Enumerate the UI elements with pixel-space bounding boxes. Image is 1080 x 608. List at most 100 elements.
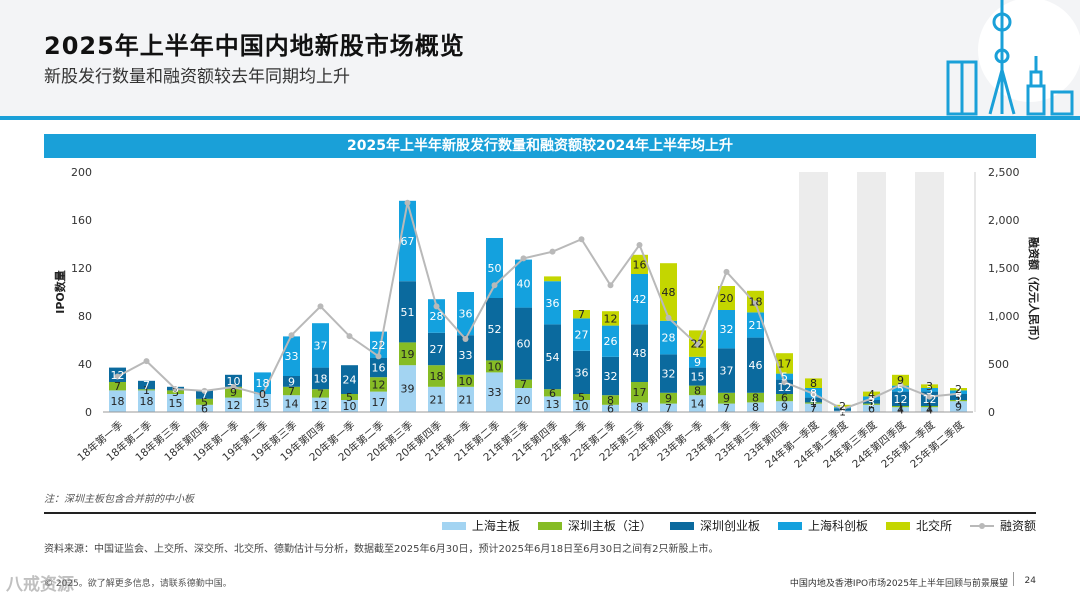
bar-data-label: 3 xyxy=(926,380,933,393)
bar-data-label: 48 xyxy=(633,347,647,360)
bar-segment xyxy=(631,274,648,325)
proceeds-point xyxy=(317,303,324,310)
proceeds-point xyxy=(636,241,643,248)
bar-segment xyxy=(950,401,967,412)
bar-segment xyxy=(950,394,967,400)
footnote: 注：深圳主板包含合并前的中小板 xyxy=(44,494,194,505)
shanghai-skyline-illustration xyxy=(946,0,1080,116)
page-title: 2025年上半年中国内地新股市场概览 xyxy=(44,32,465,60)
bar-segment xyxy=(428,332,445,366)
bar-segment xyxy=(138,389,155,391)
legend-item-proceeds: 融资额 xyxy=(969,517,1036,534)
y-tick-label: 200 xyxy=(71,166,92,179)
bar-data-label: 9 xyxy=(781,401,788,414)
bar-segment xyxy=(573,310,590,319)
bar-segment xyxy=(718,286,735,310)
bar-data-label: 28 xyxy=(662,332,676,345)
bar-data-label: 15 xyxy=(691,371,705,384)
bar-segment xyxy=(631,324,648,382)
bar-segment xyxy=(312,397,329,412)
y-tick-label: 40 xyxy=(78,358,92,371)
bar-segment xyxy=(863,400,880,404)
bar-segment xyxy=(167,394,184,412)
bar-segment xyxy=(370,377,387,392)
bar-segment xyxy=(312,367,329,390)
bar-segment xyxy=(573,318,590,351)
bar-data-label: 67 xyxy=(401,235,415,248)
bar-data-label: 7 xyxy=(288,385,295,398)
bar-segment xyxy=(805,403,822,412)
bar-segment xyxy=(515,307,532,380)
bar-data-label: 7 xyxy=(578,308,585,321)
bar-data-label: 6 xyxy=(781,392,788,405)
bar-data-label: 39 xyxy=(401,383,415,396)
bar-segment xyxy=(573,394,590,400)
bar-data-label: 3 xyxy=(172,383,179,396)
bar-segment xyxy=(196,390,213,399)
proceeds-point xyxy=(230,384,237,391)
bar-data-label: 8 xyxy=(752,392,759,405)
bar-segment xyxy=(602,311,619,326)
chart-legend: 上海主板 深圳主板（注） 深圳创业板 上海科创板 北交所 融资额 xyxy=(441,517,1036,534)
bar-data-label: 7 xyxy=(723,402,730,415)
bar-segment xyxy=(225,374,242,387)
footer-separator xyxy=(1013,572,1014,586)
bar-data-label: 3 xyxy=(868,392,875,405)
bar-segment xyxy=(863,404,880,412)
bar-segment xyxy=(747,402,764,412)
bar-data-label: 8 xyxy=(636,401,643,414)
bar-data-label: 16 xyxy=(372,362,386,375)
divider-rule xyxy=(44,512,1036,514)
bar-data-label: 1 xyxy=(868,398,875,411)
bar-segment xyxy=(921,407,938,412)
page-number: 24 xyxy=(1024,576,1036,586)
proceeds-point xyxy=(143,358,150,365)
bar-segment xyxy=(254,372,271,394)
report-name: 中国内地及香港IPO市场2025年上半年回顾与前景展望 xyxy=(789,579,1008,589)
bar-data-label: 17 xyxy=(372,396,386,409)
bar-segment xyxy=(950,388,967,391)
bar-data-label: 22 xyxy=(372,339,386,352)
bar-data-label: 20 xyxy=(720,292,734,305)
bar-data-label: 8 xyxy=(752,401,759,414)
proceeds-point xyxy=(375,353,382,360)
bar-segment xyxy=(689,385,706,396)
legend-item-star-market: 上海科创板 xyxy=(777,517,868,534)
bar-data-label: 27 xyxy=(430,343,444,356)
bar-segment xyxy=(486,238,503,298)
bar-segment xyxy=(805,378,822,388)
bar-segment xyxy=(747,392,764,403)
bar-data-label: 21 xyxy=(430,393,444,406)
bar-data-label: 17 xyxy=(633,386,647,399)
bar-data-label: 9 xyxy=(288,375,295,388)
y2-tick-label: 2,000 xyxy=(988,214,1020,227)
bar-data-label: 28 xyxy=(430,310,444,323)
bar-data-label: 1 xyxy=(897,401,904,414)
proceeds-point xyxy=(897,382,904,389)
bar-data-label: 16 xyxy=(633,258,647,271)
bar-segment xyxy=(689,367,706,386)
bar-data-label: 1 xyxy=(143,384,150,397)
bar-segment xyxy=(283,376,300,387)
bar-segment xyxy=(138,390,155,412)
y2-tick-label: 1,000 xyxy=(988,310,1020,323)
bar-data-label: 36 xyxy=(575,366,589,379)
bar-segment xyxy=(341,365,358,394)
bar-segment xyxy=(399,281,416,343)
proceeds-point xyxy=(433,303,440,310)
bar-data-label: 10 xyxy=(343,400,357,413)
bar-data-label: 6 xyxy=(201,402,208,415)
bar-segment xyxy=(544,396,561,412)
bar-data-label: 48 xyxy=(662,286,676,299)
bar-data-label: 21 xyxy=(749,319,763,332)
bar-data-label: 18 xyxy=(430,370,444,383)
bar-data-label: 2 xyxy=(839,400,846,413)
y-axis-title: IPO数量 xyxy=(53,270,67,314)
bar-segment xyxy=(486,298,503,361)
bar-data-label: 50 xyxy=(488,262,502,275)
proceeds-point xyxy=(346,333,353,340)
bar-segment xyxy=(747,337,764,393)
bar-data-label: 7 xyxy=(143,379,150,392)
bar-segment xyxy=(341,400,358,412)
bar-segment xyxy=(718,348,735,393)
